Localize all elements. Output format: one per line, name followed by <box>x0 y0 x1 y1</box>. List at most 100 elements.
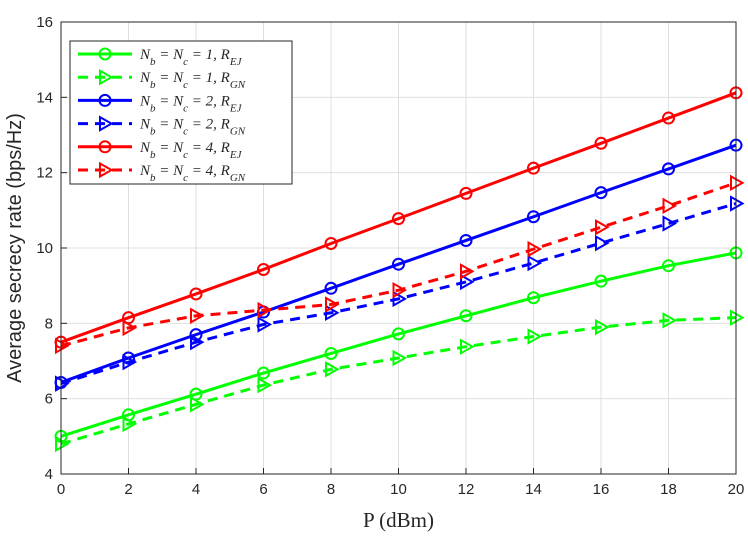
data-point <box>392 327 405 341</box>
data-point <box>662 312 678 329</box>
legend-marker <box>99 115 114 132</box>
y-tick-label: 6 <box>45 391 53 408</box>
y-tick-label: 4 <box>45 466 53 483</box>
legend-label: Nb = Nc = 2, REJ <box>139 93 243 114</box>
legend-subscript: c <box>183 79 188 91</box>
legend-text-part: = 1, R <box>188 47 230 63</box>
x-tick-label: 18 <box>660 481 677 498</box>
x-tick-label: 14 <box>525 481 542 498</box>
legend-marker <box>98 93 112 107</box>
series-line <box>60 143 737 384</box>
data-point <box>460 263 475 280</box>
x-tick-label: 8 <box>327 481 335 498</box>
data-point <box>460 273 475 291</box>
x-tick-label: 0 <box>57 481 65 498</box>
data-point <box>392 281 408 299</box>
data-point <box>392 257 405 271</box>
data-point <box>662 197 678 215</box>
data-point <box>730 174 745 192</box>
legend-label: Nb = Nc = 2, RGN <box>139 117 246 138</box>
data-point <box>325 296 340 313</box>
data-point <box>459 186 473 200</box>
legend-text-part: N <box>139 93 151 109</box>
legend-text-part: N <box>139 47 151 63</box>
legend-subscript: b <box>150 172 156 184</box>
series-5 <box>54 86 743 349</box>
y-tick-label: 16 <box>36 14 53 31</box>
legend-subscript: GN <box>230 79 246 91</box>
data-point <box>527 240 543 258</box>
x-tick-label: 20 <box>728 481 745 498</box>
legend-marker <box>98 140 112 154</box>
series-line <box>60 91 737 344</box>
data-point <box>257 301 273 319</box>
data-point <box>460 338 475 355</box>
legend-subscript: b <box>150 56 156 68</box>
legend-subscript: EJ <box>229 102 243 114</box>
x-axis-title: P (dBm) <box>363 508 434 532</box>
x-tick-label: 2 <box>124 481 132 498</box>
data-point <box>459 309 473 323</box>
legend-subscript: b <box>150 79 156 91</box>
data-point <box>324 346 338 360</box>
legend-text-part: = N <box>156 140 185 156</box>
legend-text-part: N <box>139 163 151 179</box>
data-point <box>662 111 675 125</box>
legend-marker <box>99 161 114 179</box>
data-point <box>662 215 678 232</box>
data-point <box>730 195 745 212</box>
x-tick-label: 4 <box>192 481 200 498</box>
legend-subscript: c <box>183 126 188 138</box>
legend-text-part: = N <box>156 70 185 86</box>
legend-label: Nb = Nc = 1, REJ <box>139 47 243 68</box>
data-point <box>594 136 608 150</box>
data-point <box>594 274 608 288</box>
legend-subscript: c <box>183 102 188 114</box>
y-tick-label: 10 <box>36 240 53 257</box>
data-point <box>325 361 340 378</box>
series-line <box>60 181 737 348</box>
data-point <box>122 415 138 433</box>
data-point <box>594 186 608 200</box>
data-point <box>122 353 138 371</box>
y-tick-label: 12 <box>36 165 53 182</box>
legend-marker <box>99 68 114 86</box>
data-point <box>392 290 408 308</box>
data-point <box>459 233 473 247</box>
data-point <box>55 435 70 453</box>
series-line <box>60 251 737 438</box>
legend-subscript: c <box>183 149 188 161</box>
legend-subscript: c <box>183 56 188 68</box>
data-point <box>595 318 610 336</box>
series-line <box>60 202 737 386</box>
data-point <box>257 366 270 380</box>
legend-subscript: GN <box>230 172 246 184</box>
data-point <box>189 287 203 301</box>
legend-text-part: = 1, R <box>188 70 230 86</box>
y-axis-title: Average secrecy rate (bps/Hz) <box>4 113 26 383</box>
legend-subscript: c <box>183 172 188 184</box>
data-point <box>527 210 540 224</box>
legend-label: Nb = Nc = 4, REJ <box>139 140 243 161</box>
legend-text-part: N <box>139 117 151 133</box>
legend-text-part: = N <box>156 117 185 133</box>
data-point <box>324 281 338 295</box>
legend-text-part: = 2, R <box>188 93 230 109</box>
data-point <box>392 349 408 367</box>
data-point <box>527 328 543 345</box>
data-point <box>55 375 70 392</box>
legend-text-part: = N <box>156 163 185 179</box>
legend-text-part: = 4, R <box>188 163 230 179</box>
data-point <box>392 212 405 226</box>
series-6 <box>55 174 745 355</box>
data-point <box>190 307 205 325</box>
legend-text-part: N <box>139 70 151 86</box>
data-point <box>325 304 340 322</box>
data-point <box>55 337 70 355</box>
data-point <box>527 291 540 305</box>
data-point <box>257 262 270 276</box>
series-4 <box>55 195 745 392</box>
legend-text-part: = N <box>156 47 185 63</box>
x-tick-label: 10 <box>390 481 407 498</box>
